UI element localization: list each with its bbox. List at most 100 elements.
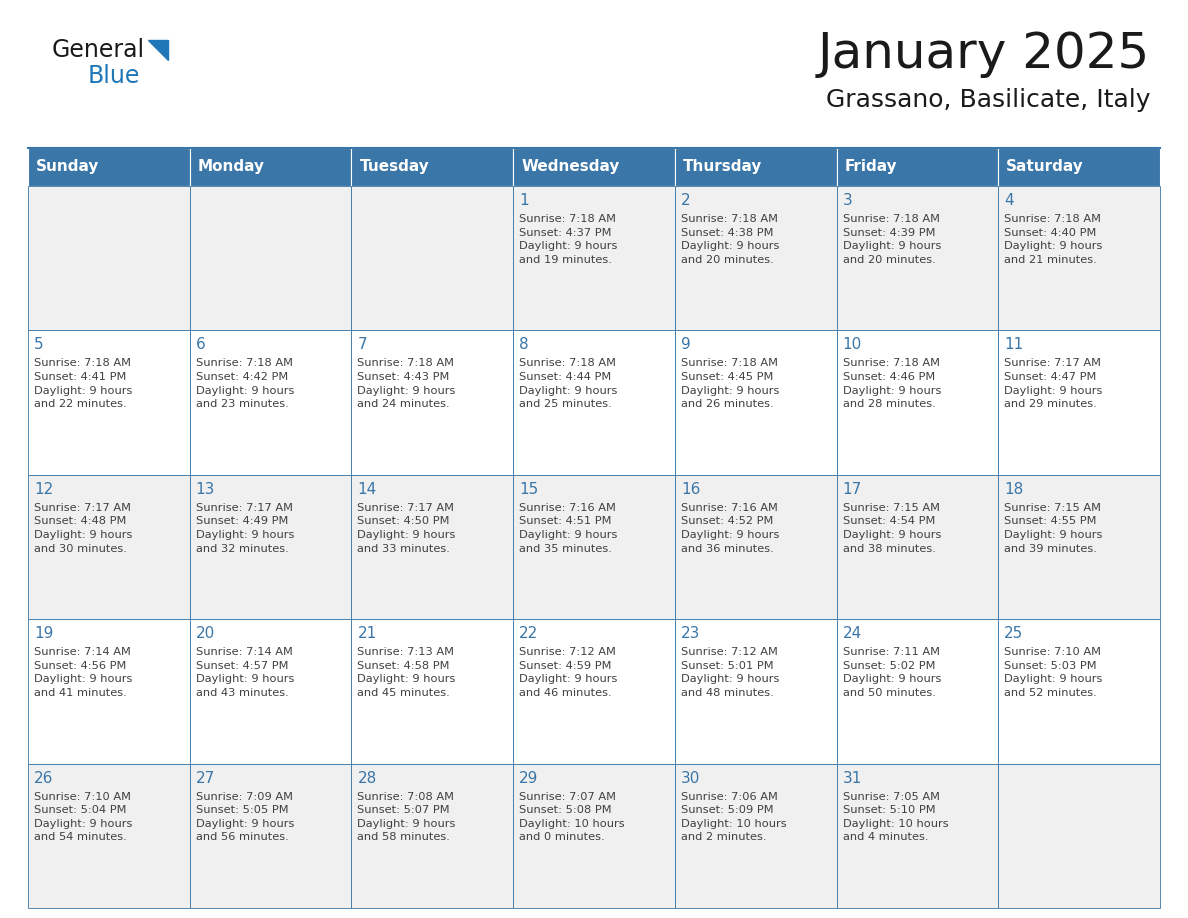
- Bar: [352, 475, 513, 620]
- Bar: [998, 330, 1159, 475]
- Text: 23: 23: [681, 626, 700, 641]
- Text: 30: 30: [681, 770, 700, 786]
- Text: Sunday: Sunday: [36, 160, 100, 174]
- Text: Friday: Friday: [845, 160, 897, 174]
- Bar: [675, 764, 836, 908]
- Text: 18: 18: [1004, 482, 1024, 497]
- Bar: [675, 330, 836, 475]
- Bar: [190, 764, 352, 908]
- Text: Monday: Monday: [197, 160, 265, 174]
- Text: 22: 22: [519, 626, 538, 641]
- Text: Sunrise: 7:18 AM
Sunset: 4:46 PM
Daylight: 9 hours
and 28 minutes.: Sunrise: 7:18 AM Sunset: 4:46 PM Dayligh…: [842, 358, 941, 409]
- Bar: [29, 620, 190, 764]
- Text: 29: 29: [519, 770, 538, 786]
- Text: Sunrise: 7:12 AM
Sunset: 5:01 PM
Daylight: 9 hours
and 48 minutes.: Sunrise: 7:12 AM Sunset: 5:01 PM Dayligh…: [681, 647, 779, 698]
- Text: 28: 28: [358, 770, 377, 786]
- Text: January 2025: January 2025: [817, 30, 1150, 78]
- Text: 20: 20: [196, 626, 215, 641]
- Text: 19: 19: [34, 626, 53, 641]
- Text: Wednesday: Wednesday: [522, 160, 619, 174]
- Bar: [352, 620, 513, 764]
- Bar: [190, 186, 352, 330]
- Text: 7: 7: [358, 338, 367, 353]
- Text: Grassano, Basilicate, Italy: Grassano, Basilicate, Italy: [826, 88, 1150, 112]
- Text: 3: 3: [842, 193, 852, 208]
- Text: 15: 15: [519, 482, 538, 497]
- Bar: [29, 148, 190, 186]
- Bar: [998, 475, 1159, 620]
- Text: Sunrise: 7:18 AM
Sunset: 4:40 PM
Daylight: 9 hours
and 21 minutes.: Sunrise: 7:18 AM Sunset: 4:40 PM Dayligh…: [1004, 214, 1102, 264]
- Text: 14: 14: [358, 482, 377, 497]
- Text: 6: 6: [196, 338, 206, 353]
- Bar: [29, 475, 190, 620]
- Bar: [513, 186, 675, 330]
- Text: Sunrise: 7:16 AM
Sunset: 4:51 PM
Daylight: 9 hours
and 35 minutes.: Sunrise: 7:16 AM Sunset: 4:51 PM Dayligh…: [519, 503, 618, 554]
- Text: Sunrise: 7:17 AM
Sunset: 4:48 PM
Daylight: 9 hours
and 30 minutes.: Sunrise: 7:17 AM Sunset: 4:48 PM Dayligh…: [34, 503, 132, 554]
- Bar: [29, 764, 190, 908]
- Text: 17: 17: [842, 482, 861, 497]
- Text: Sunrise: 7:05 AM
Sunset: 5:10 PM
Daylight: 10 hours
and 4 minutes.: Sunrise: 7:05 AM Sunset: 5:10 PM Dayligh…: [842, 791, 948, 843]
- Bar: [190, 148, 352, 186]
- Text: Blue: Blue: [88, 64, 140, 88]
- Text: 4: 4: [1004, 193, 1013, 208]
- Text: Sunrise: 7:15 AM
Sunset: 4:55 PM
Daylight: 9 hours
and 39 minutes.: Sunrise: 7:15 AM Sunset: 4:55 PM Dayligh…: [1004, 503, 1102, 554]
- Bar: [998, 764, 1159, 908]
- Text: 10: 10: [842, 338, 861, 353]
- Text: Sunrise: 7:18 AM
Sunset: 4:42 PM
Daylight: 9 hours
and 23 minutes.: Sunrise: 7:18 AM Sunset: 4:42 PM Dayligh…: [196, 358, 295, 409]
- Bar: [513, 475, 675, 620]
- Text: 31: 31: [842, 770, 862, 786]
- Text: Sunrise: 7:18 AM
Sunset: 4:38 PM
Daylight: 9 hours
and 20 minutes.: Sunrise: 7:18 AM Sunset: 4:38 PM Dayligh…: [681, 214, 779, 264]
- Text: Sunrise: 7:10 AM
Sunset: 5:03 PM
Daylight: 9 hours
and 52 minutes.: Sunrise: 7:10 AM Sunset: 5:03 PM Dayligh…: [1004, 647, 1102, 698]
- Text: Tuesday: Tuesday: [360, 160, 429, 174]
- Text: Sunrise: 7:18 AM
Sunset: 4:41 PM
Daylight: 9 hours
and 22 minutes.: Sunrise: 7:18 AM Sunset: 4:41 PM Dayligh…: [34, 358, 132, 409]
- Bar: [836, 475, 998, 620]
- Bar: [513, 764, 675, 908]
- Bar: [836, 186, 998, 330]
- Text: 8: 8: [519, 338, 529, 353]
- Text: Sunrise: 7:08 AM
Sunset: 5:07 PM
Daylight: 9 hours
and 58 minutes.: Sunrise: 7:08 AM Sunset: 5:07 PM Dayligh…: [358, 791, 456, 843]
- Text: 12: 12: [34, 482, 53, 497]
- Bar: [352, 330, 513, 475]
- Text: Sunrise: 7:18 AM
Sunset: 4:43 PM
Daylight: 9 hours
and 24 minutes.: Sunrise: 7:18 AM Sunset: 4:43 PM Dayligh…: [358, 358, 456, 409]
- Bar: [998, 148, 1159, 186]
- Text: Sunrise: 7:14 AM
Sunset: 4:56 PM
Daylight: 9 hours
and 41 minutes.: Sunrise: 7:14 AM Sunset: 4:56 PM Dayligh…: [34, 647, 132, 698]
- Text: Sunrise: 7:07 AM
Sunset: 5:08 PM
Daylight: 10 hours
and 0 minutes.: Sunrise: 7:07 AM Sunset: 5:08 PM Dayligh…: [519, 791, 625, 843]
- Polygon shape: [148, 40, 168, 60]
- Bar: [190, 330, 352, 475]
- Text: 13: 13: [196, 482, 215, 497]
- Text: Sunrise: 7:11 AM
Sunset: 5:02 PM
Daylight: 9 hours
and 50 minutes.: Sunrise: 7:11 AM Sunset: 5:02 PM Dayligh…: [842, 647, 941, 698]
- Text: Sunrise: 7:12 AM
Sunset: 4:59 PM
Daylight: 9 hours
and 46 minutes.: Sunrise: 7:12 AM Sunset: 4:59 PM Dayligh…: [519, 647, 618, 698]
- Text: 9: 9: [681, 338, 690, 353]
- Text: Sunrise: 7:17 AM
Sunset: 4:47 PM
Daylight: 9 hours
and 29 minutes.: Sunrise: 7:17 AM Sunset: 4:47 PM Dayligh…: [1004, 358, 1102, 409]
- Text: Sunrise: 7:15 AM
Sunset: 4:54 PM
Daylight: 9 hours
and 38 minutes.: Sunrise: 7:15 AM Sunset: 4:54 PM Dayligh…: [842, 503, 941, 554]
- Bar: [836, 148, 998, 186]
- Bar: [836, 620, 998, 764]
- Text: 1: 1: [519, 193, 529, 208]
- Text: Sunrise: 7:10 AM
Sunset: 5:04 PM
Daylight: 9 hours
and 54 minutes.: Sunrise: 7:10 AM Sunset: 5:04 PM Dayligh…: [34, 791, 132, 843]
- Text: Sunrise: 7:18 AM
Sunset: 4:39 PM
Daylight: 9 hours
and 20 minutes.: Sunrise: 7:18 AM Sunset: 4:39 PM Dayligh…: [842, 214, 941, 264]
- Bar: [998, 620, 1159, 764]
- Bar: [836, 764, 998, 908]
- Bar: [675, 620, 836, 764]
- Bar: [513, 148, 675, 186]
- Text: Sunrise: 7:17 AM
Sunset: 4:50 PM
Daylight: 9 hours
and 33 minutes.: Sunrise: 7:17 AM Sunset: 4:50 PM Dayligh…: [358, 503, 456, 554]
- Bar: [352, 764, 513, 908]
- Text: 26: 26: [34, 770, 53, 786]
- Bar: [836, 330, 998, 475]
- Text: General: General: [52, 38, 145, 62]
- Bar: [352, 186, 513, 330]
- Text: 24: 24: [842, 626, 861, 641]
- Text: 27: 27: [196, 770, 215, 786]
- Text: Sunrise: 7:18 AM
Sunset: 4:44 PM
Daylight: 9 hours
and 25 minutes.: Sunrise: 7:18 AM Sunset: 4:44 PM Dayligh…: [519, 358, 618, 409]
- Text: Sunrise: 7:18 AM
Sunset: 4:37 PM
Daylight: 9 hours
and 19 minutes.: Sunrise: 7:18 AM Sunset: 4:37 PM Dayligh…: [519, 214, 618, 264]
- Text: Sunrise: 7:06 AM
Sunset: 5:09 PM
Daylight: 10 hours
and 2 minutes.: Sunrise: 7:06 AM Sunset: 5:09 PM Dayligh…: [681, 791, 786, 843]
- Text: Sunrise: 7:17 AM
Sunset: 4:49 PM
Daylight: 9 hours
and 32 minutes.: Sunrise: 7:17 AM Sunset: 4:49 PM Dayligh…: [196, 503, 295, 554]
- Bar: [675, 186, 836, 330]
- Text: 16: 16: [681, 482, 700, 497]
- Text: Thursday: Thursday: [683, 160, 763, 174]
- Text: 11: 11: [1004, 338, 1024, 353]
- Bar: [998, 186, 1159, 330]
- Text: 25: 25: [1004, 626, 1024, 641]
- Bar: [29, 186, 190, 330]
- Bar: [513, 330, 675, 475]
